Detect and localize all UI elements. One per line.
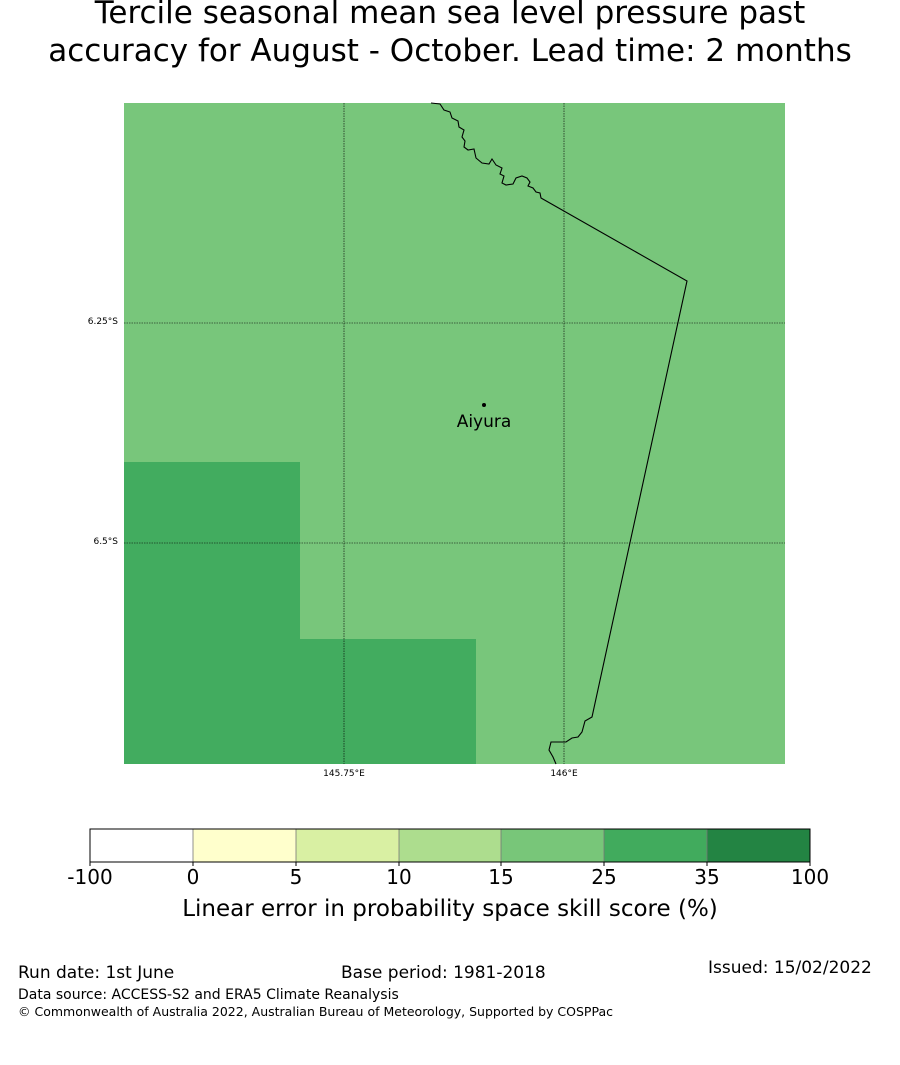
colorbar (89, 828, 811, 866)
colorbar-tick-label: 100 (790, 865, 830, 889)
lon-label-146: 146°E (550, 769, 578, 779)
colorbar-segment-2 (193, 829, 296, 862)
run-date: Run date: 1st June (18, 963, 175, 983)
title-line-2: accuracy for August - October. Lead time… (48, 33, 852, 69)
skill-cell-west (124, 462, 300, 764)
colorbar-tick-label: 0 (186, 865, 200, 889)
colorbar-segment-7 (707, 829, 810, 862)
colorbar-tick-label: 35 (694, 865, 720, 889)
colorbar-label: Linear error in probability space skill … (182, 896, 718, 922)
province-border (430, 102, 688, 765)
title-line-1: Tercile seasonal mean sea level pressure… (94, 0, 806, 31)
colorbar-segment-3 (296, 829, 399, 862)
chart-title: Tercile seasonal mean sea level pressure… (0, 0, 900, 70)
lat-label-6-5: 6.5°S (93, 537, 118, 547)
lon-label-145-75: 145.75°E (323, 769, 365, 779)
colorbar-tick-label: -100 (67, 865, 113, 889)
colorbar-segment-6 (604, 829, 707, 862)
colorbar-frame (89, 828, 811, 863)
base-period: Base period: 1981-2018 (341, 963, 546, 983)
colorbar-tick-label: 25 (591, 865, 617, 889)
colorbar-tick-label: 5 (289, 865, 303, 889)
colorbar-segment-5 (501, 829, 604, 862)
colorbar-tick-label: 15 (488, 865, 514, 889)
lat-label-6-25: 6.25°S (87, 317, 118, 327)
copyright: © Commonwealth of Australia 2022, Austra… (18, 1004, 613, 1019)
skill-cell-south (300, 639, 476, 764)
graticule (124, 103, 785, 764)
aiyura-marker (482, 403, 486, 407)
data-source: Data source: ACCESS-S2 and ERA5 Climate … (18, 987, 399, 1003)
place-label-aiyura: Aiyura (456, 412, 512, 432)
issued-date: Issued: 15/02/2022 (708, 958, 872, 978)
colorbar-segment-1 (90, 829, 193, 862)
colorbar-tick-label: 10 (386, 865, 412, 889)
colorbar-segment-4 (399, 829, 501, 862)
